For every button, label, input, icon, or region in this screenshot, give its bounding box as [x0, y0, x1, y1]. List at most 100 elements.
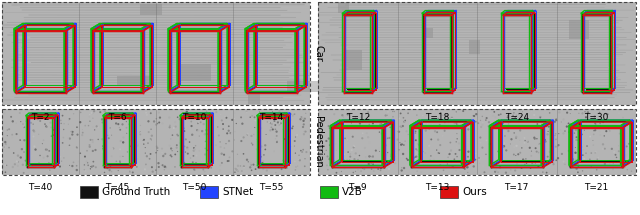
Bar	[117, 76, 154, 85]
Point	[520, 141, 530, 144]
Point	[256, 126, 266, 130]
Point	[502, 127, 512, 131]
Point	[140, 168, 150, 171]
Point	[84, 113, 95, 116]
Point	[374, 150, 385, 153]
Point	[323, 168, 333, 171]
Bar	[318, 109, 636, 175]
Point	[44, 149, 54, 153]
Point	[14, 169, 24, 172]
Point	[265, 160, 275, 163]
Point	[223, 124, 234, 128]
Point	[577, 133, 587, 136]
Point	[215, 164, 225, 167]
Point	[481, 118, 491, 122]
Point	[355, 154, 365, 157]
Point	[580, 110, 590, 114]
Point	[179, 145, 189, 148]
Point	[143, 130, 154, 134]
Point	[476, 141, 486, 144]
Point	[93, 126, 104, 129]
Point	[128, 153, 138, 156]
Point	[139, 138, 149, 141]
Point	[31, 148, 41, 151]
Point	[83, 124, 93, 127]
Point	[387, 118, 397, 121]
Point	[1, 164, 12, 167]
Point	[591, 150, 601, 154]
Point	[479, 170, 490, 174]
Bar	[287, 81, 319, 92]
Point	[76, 111, 86, 114]
Point	[329, 112, 339, 116]
Point	[100, 138, 110, 141]
Point	[462, 123, 472, 126]
Point	[289, 144, 300, 148]
Point	[564, 162, 575, 166]
Point	[86, 138, 96, 142]
Point	[481, 139, 492, 142]
Point	[290, 160, 300, 163]
Point	[473, 121, 483, 125]
Point	[588, 168, 598, 172]
Point	[418, 114, 428, 117]
Point	[113, 169, 124, 172]
Point	[247, 114, 257, 118]
Point	[79, 168, 90, 171]
Point	[160, 165, 170, 168]
Point	[344, 124, 355, 128]
Point	[428, 124, 438, 127]
Point	[579, 119, 589, 122]
Point	[356, 115, 366, 119]
Point	[189, 148, 200, 151]
Point	[13, 164, 23, 167]
Point	[242, 158, 252, 161]
Point	[45, 112, 55, 116]
Point	[511, 136, 521, 140]
Point	[409, 156, 419, 160]
Point	[266, 129, 276, 132]
Point	[275, 121, 285, 125]
Point	[573, 157, 584, 161]
Point	[65, 117, 75, 121]
Point	[419, 164, 429, 167]
Point	[106, 114, 116, 117]
Point	[182, 112, 192, 115]
Point	[577, 169, 588, 173]
Point	[88, 140, 98, 144]
Point	[570, 121, 580, 124]
Point	[135, 124, 145, 127]
Point	[368, 155, 378, 159]
Point	[173, 134, 183, 137]
Point	[608, 167, 618, 171]
Point	[154, 161, 164, 165]
Point	[86, 165, 96, 168]
Point	[154, 165, 164, 169]
Point	[554, 143, 564, 147]
Point	[591, 168, 602, 172]
Point	[627, 126, 637, 129]
Point	[381, 144, 391, 147]
Point	[7, 136, 17, 139]
Point	[466, 120, 476, 123]
Point	[396, 112, 406, 115]
Bar	[80, 186, 98, 198]
Text: T=18: T=18	[425, 113, 449, 122]
Point	[600, 162, 610, 166]
Point	[470, 152, 481, 155]
Point	[420, 151, 430, 155]
Point	[259, 159, 269, 163]
Point	[406, 133, 417, 136]
Point	[358, 131, 368, 135]
Point	[426, 154, 436, 158]
Point	[324, 143, 335, 147]
Point	[568, 157, 578, 161]
Point	[598, 143, 608, 146]
Point	[126, 139, 136, 142]
Point	[332, 171, 342, 175]
Point	[328, 161, 339, 165]
Point	[518, 158, 528, 161]
Point	[299, 132, 309, 136]
Point	[177, 150, 187, 154]
Point	[458, 153, 468, 157]
